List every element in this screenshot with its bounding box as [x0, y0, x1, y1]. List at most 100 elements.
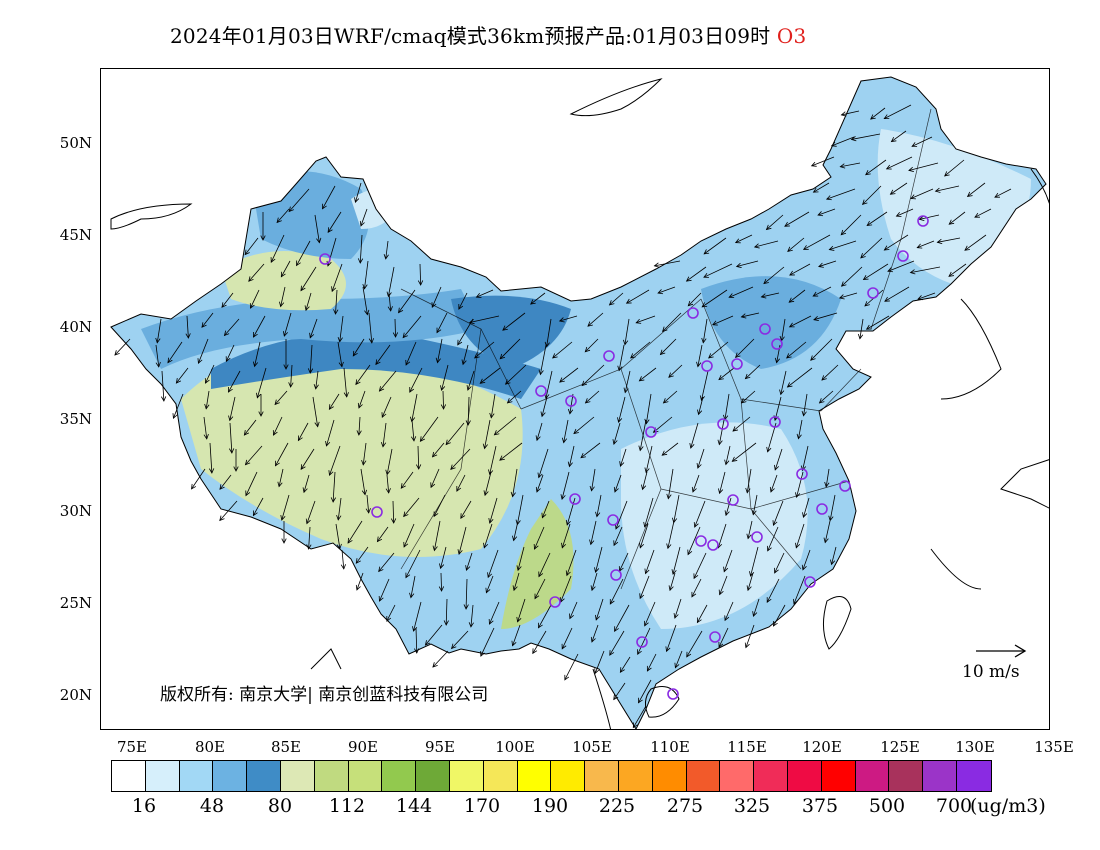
colorbar-unit: (ug/m3) — [970, 795, 1046, 817]
wind-vector-layer — [114, 104, 1012, 729]
wind-vector — [483, 471, 492, 497]
colorbar-swatch — [686, 761, 721, 791]
wind-vector — [260, 212, 266, 241]
colorbar-label-190: 190 — [531, 795, 569, 817]
colorbar-swatch — [754, 761, 788, 791]
wind-vector — [674, 650, 683, 669]
wind-vector — [644, 445, 653, 474]
wind-vector — [252, 497, 264, 517]
wind-vector — [718, 367, 735, 381]
wind-vector — [359, 208, 368, 227]
colorbar-swatch — [517, 761, 552, 791]
coastline — [940, 298, 1002, 400]
wind-vector — [432, 520, 441, 552]
wind-vector — [485, 575, 494, 594]
wind-vector — [865, 159, 887, 176]
wind-vector — [538, 344, 547, 376]
wind-vector — [337, 341, 344, 368]
wind-vector — [635, 315, 656, 324]
wind-vector — [817, 208, 836, 217]
wind-vector — [918, 214, 940, 221]
wind-vector — [502, 312, 526, 331]
colorbar-swatch — [247, 761, 281, 791]
wind-vector — [731, 442, 757, 462]
province-boundary — [660, 480, 850, 510]
wind-vector — [870, 107, 886, 120]
wind-vector — [613, 526, 623, 547]
wind-vector — [828, 240, 857, 251]
wind-vector — [365, 494, 371, 514]
station-marker — [816, 503, 828, 515]
colorbar-label-170: 170 — [463, 795, 501, 817]
wind-vector — [409, 575, 416, 599]
colorbar-label-325: 325 — [733, 795, 771, 817]
wind-vector — [666, 520, 675, 550]
wind-vector — [249, 289, 260, 309]
wind-vector — [573, 416, 595, 435]
station-marker — [897, 250, 909, 262]
lon-label-125e: 125E — [880, 738, 920, 756]
wind-vector — [615, 500, 628, 530]
wind-vector — [530, 292, 546, 305]
wind-vector — [228, 370, 241, 393]
wind-vector — [701, 318, 708, 344]
wind-vector — [385, 448, 393, 476]
wind-vector — [439, 546, 447, 570]
wind-vector — [786, 341, 807, 359]
wind-vector — [883, 234, 909, 251]
wind-vector — [535, 422, 543, 442]
wind-vector — [357, 234, 364, 264]
wind-vector — [355, 364, 371, 386]
wind-vector — [795, 523, 805, 549]
wind-vector — [860, 237, 883, 259]
wind-vector — [801, 549, 811, 571]
wind-vector — [386, 266, 395, 298]
colorbar-swatch — [179, 761, 214, 791]
wind-vector — [889, 182, 908, 195]
wind-vector — [386, 604, 396, 622]
colorbar-swatch — [449, 761, 484, 791]
wind-vector — [436, 312, 448, 334]
station-marker — [535, 385, 547, 397]
station-marker — [695, 535, 707, 547]
wind-vector — [644, 549, 655, 575]
wind-vector — [766, 422, 777, 453]
station-marker — [867, 287, 879, 299]
wind-vector — [665, 624, 677, 653]
lon-label-100e: 100E — [495, 738, 535, 756]
wind-vector — [504, 364, 527, 385]
colorbar-label-144: 144 — [395, 795, 433, 817]
wind-vector — [936, 237, 961, 245]
wind-vector — [552, 341, 573, 359]
region-central-south — [621, 422, 808, 629]
wind-vector — [623, 370, 631, 394]
coastline — [1000, 459, 1049, 509]
wind-vector — [966, 182, 986, 198]
wind-vector — [589, 520, 597, 546]
wind-vector — [499, 442, 523, 461]
coastline — [645, 686, 680, 718]
wind-vector — [383, 240, 389, 260]
wind-vector — [590, 624, 599, 643]
wind-vector — [744, 364, 761, 380]
species-label: O3 — [776, 24, 807, 48]
wind-reference-label: 10 m/s — [962, 662, 1020, 682]
wind-vector — [275, 442, 289, 467]
wind-vector — [823, 520, 831, 544]
wind-vector — [746, 520, 753, 540]
wind-vector — [944, 159, 965, 177]
wind-vector — [862, 263, 889, 281]
wind-vector — [544, 318, 552, 348]
wind-vector — [419, 416, 439, 442]
wind-vector — [696, 604, 708, 624]
wind-vector — [402, 315, 422, 339]
wind-vector — [510, 468, 518, 498]
wind-vector — [567, 393, 574, 415]
wind-vector — [934, 185, 960, 193]
station-marker — [610, 569, 622, 581]
wind-vector — [632, 705, 647, 729]
wind-vector — [594, 650, 605, 675]
wind-vector — [378, 552, 395, 573]
lat-label-35n: 35N — [59, 410, 92, 428]
wind-vector — [431, 442, 445, 458]
